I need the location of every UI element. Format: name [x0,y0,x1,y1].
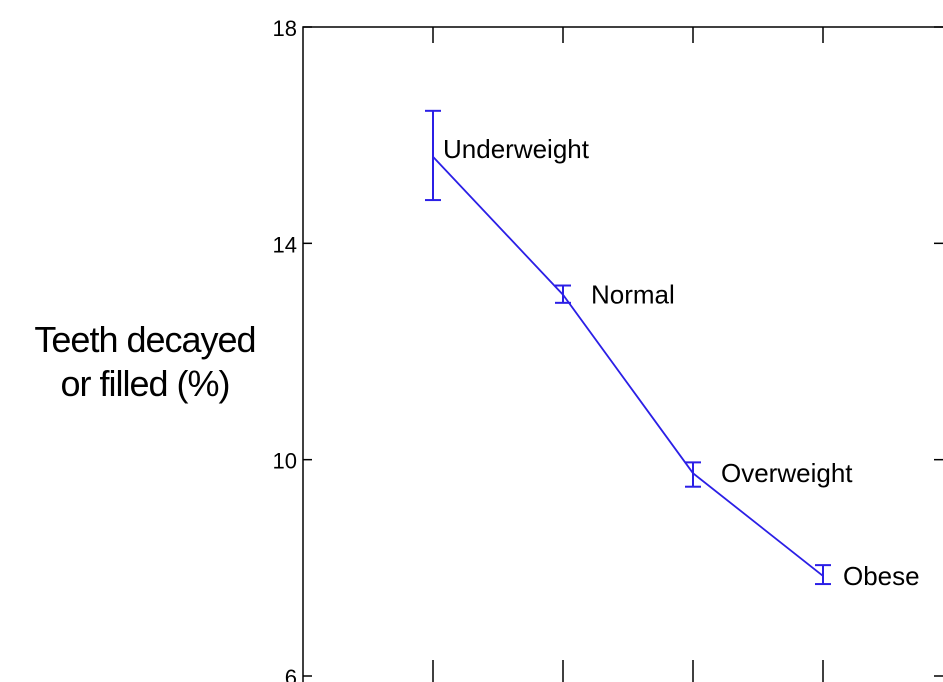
y-axis-ticks: 6 10 14 18 [273,16,943,682]
error-bars [425,109,831,586]
y-axis-label-line-2: or filled (%) [60,363,230,404]
point-labels: Underweight Normal Overweight Obese [443,134,920,591]
y-tick-label: 18 [273,16,297,41]
y-tick-label: 14 [273,232,297,257]
y-axis-label-line-1: Teeth decayed [34,319,256,360]
y-axis-label: Teeth decayed or filled (%) [0,318,290,406]
y-tick-label: 6 [285,665,297,682]
y-tick-label: 10 [273,449,297,474]
point-label-normal: Normal [591,280,675,310]
x-axis-ticks [432,27,824,682]
series [432,156,824,577]
plot-frame [302,26,943,682]
point-label-overweight: Overweight [721,458,853,488]
series-line [432,156,824,577]
point-label-underweight: Underweight [443,134,590,164]
point-label-obese: Obese [843,561,920,591]
